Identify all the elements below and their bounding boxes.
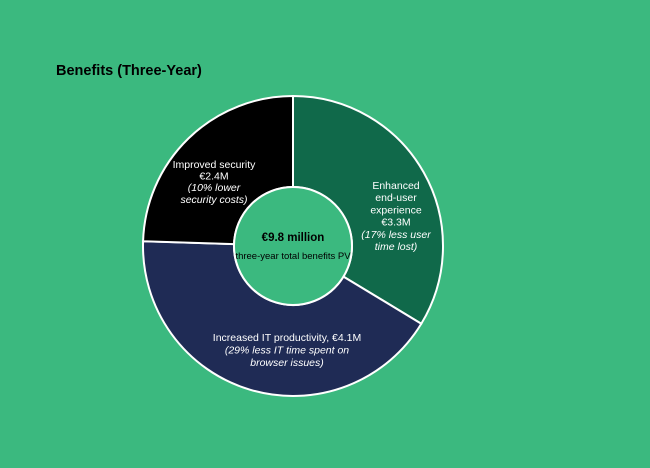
slice-label-line: (17% less user: [361, 229, 431, 241]
donut-hole: [233, 186, 353, 306]
slice-label-line: €3.3M: [381, 217, 410, 229]
center-total-caption: three-year total benefits PV: [235, 251, 351, 262]
chart-title: Benefits (Three-Year): [56, 63, 202, 79]
slice-label-security: Improved security €2.4M (10% lower security…: [173, 159, 257, 206]
slice-label-enhanced-ux: Enhanced end-user experience €3.3M (17% less…: [361, 180, 431, 253]
slice-label-line: €2.4M: [199, 171, 228, 183]
center-total-value: €9.8 million: [262, 232, 325, 244]
donut-center: €9.8 million three-year total benefits P…: [235, 232, 351, 262]
slice-label-line: Improved security: [173, 159, 257, 171]
slice-label-line: security costs): [180, 194, 247, 206]
slice-label-line: (10% lower: [188, 182, 241, 194]
slice-label-line: (29% less IT time spent on: [225, 345, 349, 357]
donut-slices: [142, 94, 444, 397]
slice-label-line: experience: [370, 204, 422, 216]
slice-label-line: browser issues): [250, 357, 324, 369]
slice-label-it-productivity: Increased IT productivity, €4.1M (29% les…: [213, 332, 361, 369]
slice-labels: Enhanced end-user experience €3.3M (17% less…: [173, 159, 432, 369]
slice-label-line: Increased IT productivity, €4.1M: [213, 332, 361, 344]
slice-label-line: time lost): [375, 241, 418, 253]
slice-label-line: end-user: [375, 192, 417, 204]
slice-label-line: Enhanced: [372, 180, 419, 192]
